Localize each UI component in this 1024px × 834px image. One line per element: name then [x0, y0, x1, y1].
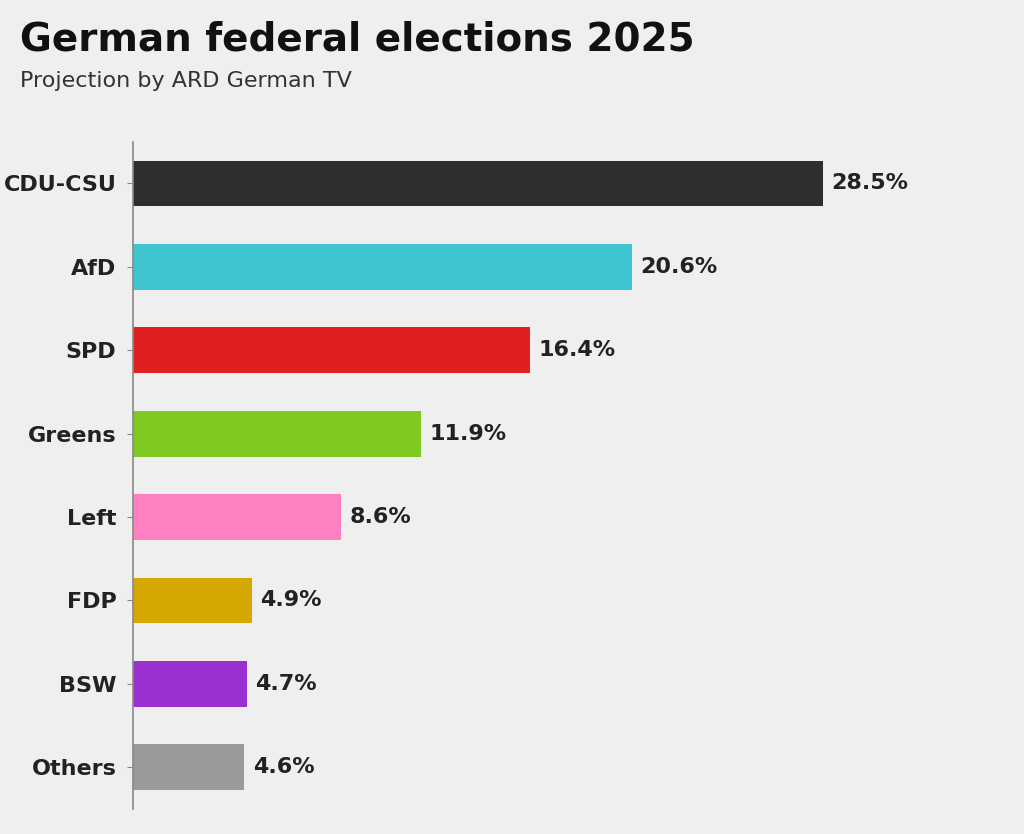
Text: 20.6%: 20.6%	[640, 257, 718, 277]
Text: 28.5%: 28.5%	[831, 173, 908, 193]
Text: German federal elections 2025: German federal elections 2025	[20, 21, 695, 59]
Text: 4.7%: 4.7%	[255, 674, 317, 694]
Text: Projection by ARD German TV: Projection by ARD German TV	[20, 71, 352, 91]
Text: 4.9%: 4.9%	[260, 590, 322, 610]
Bar	[133, 244, 632, 290]
Text: 16.4%: 16.4%	[539, 340, 615, 360]
Bar	[133, 744, 245, 791]
Bar	[133, 161, 823, 207]
Bar	[133, 661, 247, 707]
Bar	[133, 494, 341, 540]
Bar	[133, 411, 421, 457]
Text: 4.6%: 4.6%	[253, 757, 314, 777]
Bar	[133, 328, 530, 374]
Bar	[133, 578, 252, 624]
Text: 11.9%: 11.9%	[430, 424, 507, 444]
Text: 8.6%: 8.6%	[350, 507, 412, 527]
